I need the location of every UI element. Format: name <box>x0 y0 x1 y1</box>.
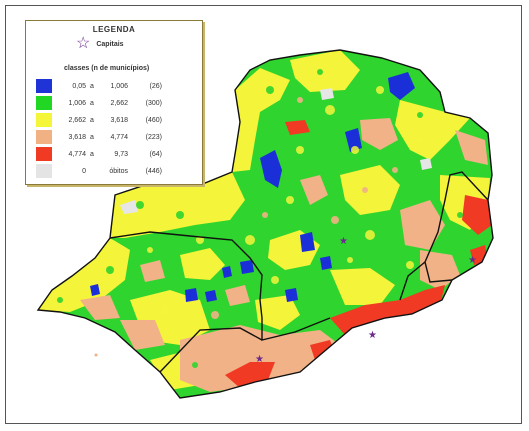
class-from: 0 <box>82 167 86 175</box>
class-to: 3,618 <box>110 116 128 124</box>
legend-class-row: 2,662 a 3,618 (460) <box>36 112 196 128</box>
capital-star-icon: ★ <box>255 354 264 365</box>
legend-class-row: 1,006 a 2,662 (300) <box>36 95 196 111</box>
class-from: 3,618 <box>68 133 86 141</box>
class-sep: a <box>90 82 94 90</box>
class-count: (460) <box>145 116 162 124</box>
class-count: (64) <box>149 150 162 158</box>
capital-markers: ★ ★ ★ ★ <box>255 236 477 365</box>
state-borders <box>36 49 494 399</box>
legend-class-row: 0,05 a 1,006 (26) <box>36 78 196 94</box>
coastal-islands <box>94 353 303 371</box>
class-swatch <box>36 113 52 127</box>
class-to: 2,662 <box>110 99 128 107</box>
class-from: 1,006 <box>68 99 86 107</box>
class-swatch <box>36 147 52 161</box>
class-count: (223) <box>145 133 162 141</box>
legend-class-row: 4,774 a 9,73 (64) <box>36 146 196 162</box>
class-swatch <box>36 96 52 110</box>
capital-label: Capitais <box>96 40 124 48</box>
capital-star-icon: ★ <box>468 255 477 266</box>
class-count: (26) <box>149 82 162 90</box>
class-count: (446) <box>145 167 162 175</box>
class-sep: a <box>90 133 94 141</box>
legend-class-row: 3,618 a 4,774 (223) <box>36 129 196 145</box>
class-to: 9,73 <box>114 150 128 158</box>
class-count: (300) <box>145 99 162 107</box>
capital-legend-row: ☆ Capitais <box>76 36 124 52</box>
class-swatch <box>36 130 52 144</box>
legend-class-row: 0 óbitos (446) <box>36 163 196 179</box>
class-to: 4,774 <box>110 133 128 141</box>
class-swatch <box>36 79 52 93</box>
classes-title: classes (n de municípios) <box>64 65 150 72</box>
class-swatch <box>36 164 52 178</box>
capital-star-icon: ★ <box>339 236 348 247</box>
class-sep: a <box>90 99 94 107</box>
capital-star-icon: ★ <box>368 330 377 341</box>
class-from: 0,05 <box>72 82 86 90</box>
capital-star-icon: ☆ <box>76 35 91 52</box>
class-sep: a <box>90 116 94 124</box>
class-from: 2,662 <box>68 116 86 124</box>
legend-title: LEGENDA <box>92 25 136 34</box>
class-to: óbitos <box>109 167 128 175</box>
class-to: 1,006 <box>110 82 128 90</box>
class-from: 4,774 <box>68 150 86 158</box>
class-sep: a <box>90 150 94 158</box>
legend-box: LEGENDA ☆ Capitais classes (n de municíp… <box>25 20 203 185</box>
